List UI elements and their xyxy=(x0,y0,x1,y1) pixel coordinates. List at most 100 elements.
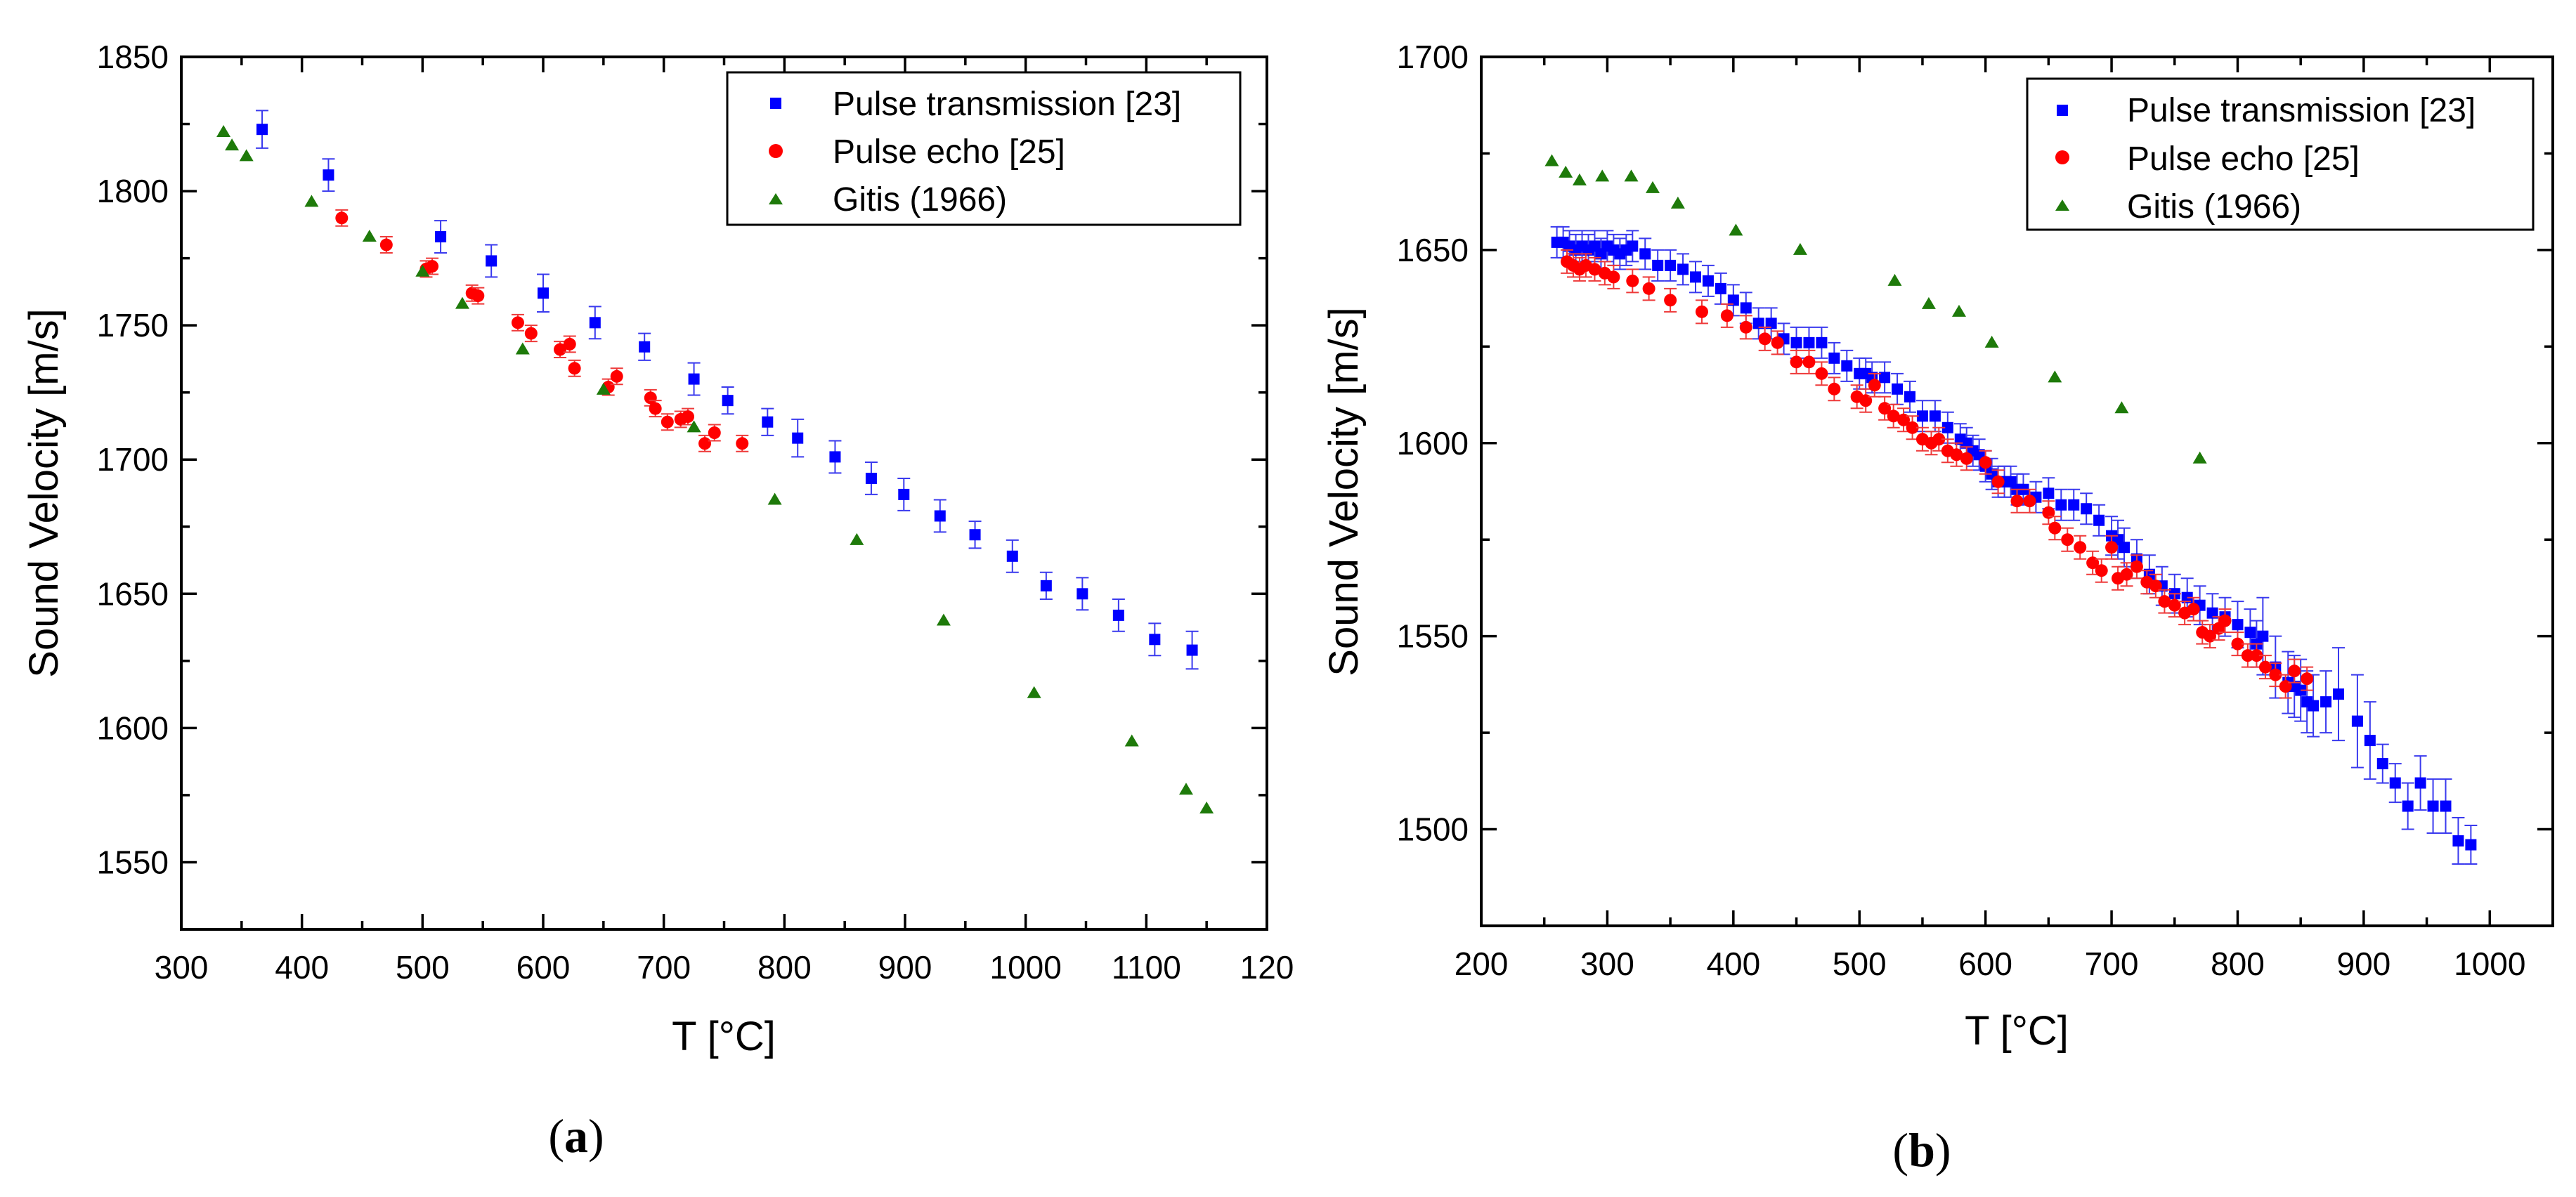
data-point-gitis-1966 xyxy=(850,532,864,545)
data-point-gitis-1966 xyxy=(1595,169,1610,182)
data-point-pulse-transmission-23 xyxy=(1916,410,1928,422)
data-point-pulse-echo-25 xyxy=(2158,595,2171,608)
plot-frame xyxy=(180,55,1268,931)
data-point-pulse-echo-25 xyxy=(2288,665,2301,678)
data-point-pulse-transmission-23 xyxy=(538,287,549,299)
data-point-gitis-1966 xyxy=(767,492,782,505)
data-point-pulse-echo-25 xyxy=(1906,421,1919,434)
data-point-pulse-transmission-23 xyxy=(1665,259,1677,271)
legend-label-pulse-echo: Pulse echo [25] xyxy=(2127,140,2360,178)
y-tick-label: 1750 xyxy=(97,307,169,344)
data-point-gitis-1966 xyxy=(1178,783,1193,795)
y-tick-labels: 1550 1600 1650 1700 1750 1800 1850 xyxy=(97,39,169,880)
data-point-pulse-transmission-23 xyxy=(1941,421,1953,433)
data-point-pulse-transmission-23 xyxy=(934,510,946,522)
legend-marker-gitis xyxy=(769,193,783,204)
data-point-gitis-1966 xyxy=(596,382,611,395)
data-point-pulse-echo-25 xyxy=(426,260,439,273)
data-point-pulse-transmission-23 xyxy=(1752,318,1764,329)
data-point-pulse-echo-25 xyxy=(1979,456,1992,469)
legend-label-gitis: Gitis (1966) xyxy=(833,181,1007,218)
data-point-gitis-1966 xyxy=(1951,304,1966,317)
data-point-pulse-echo-25 xyxy=(524,327,538,340)
data-point-gitis-1966 xyxy=(216,125,231,138)
data-point-pulse-transmission-23 xyxy=(2333,688,2344,700)
data-point-gitis-1966 xyxy=(1670,196,1685,209)
y-tick-labels: 1500 1550 1600 1650 1700 xyxy=(1397,39,1469,848)
data-point-gitis-1966 xyxy=(304,195,319,207)
data-point-pulse-transmission-23 xyxy=(688,373,700,385)
data-point-pulse-transmission-23 xyxy=(1790,336,1802,348)
data-point-gitis-1966 xyxy=(455,296,469,309)
data-point-pulse-echo-25 xyxy=(1887,410,1900,423)
y-tick-label: 1600 xyxy=(97,709,169,746)
data-point-pulse-echo-25 xyxy=(1960,452,1973,465)
y-tick-label: 1700 xyxy=(1397,39,1469,75)
data-point-gitis-1966 xyxy=(1984,335,1999,348)
data-point-pulse-echo-25 xyxy=(2105,541,2119,554)
data-point-pulse-transmission-23 xyxy=(1765,318,1777,329)
data-point-pulse-echo-25 xyxy=(2231,637,2244,650)
data-point-pulse-echo-25 xyxy=(2120,568,2133,581)
data-point-gitis-1966 xyxy=(415,264,430,277)
data-point-pulse-transmission-23 xyxy=(2043,488,2055,499)
data-point-pulse-transmission-23 xyxy=(1816,336,1828,348)
data-point-pulse-transmission-23 xyxy=(486,255,497,267)
panel-letter-b: b xyxy=(1908,1123,1935,1177)
data-point-pulse-echo-25 xyxy=(1664,294,1677,307)
chart-panel-b: 200 300 400 500 600 700 800 900 1000 1500 1550 160… xyxy=(1321,39,2554,1177)
data-point-pulse-transmission-23 xyxy=(639,341,651,353)
data-point-pulse-transmission-23 xyxy=(1715,282,1726,294)
data-point-pulse-echo-25 xyxy=(2023,495,2036,508)
x-axis-label: T [°C] xyxy=(672,1014,776,1059)
plot-area xyxy=(1544,154,2478,865)
data-point-pulse-transmission-23 xyxy=(1929,410,1941,422)
legend-marker-pulse-echo xyxy=(2055,150,2069,164)
data-point-pulse-echo-25 xyxy=(1991,475,2005,488)
legend-marker-pulse-transmission xyxy=(770,98,781,109)
data-point-pulse-echo-25 xyxy=(2269,668,2282,681)
data-point-gitis-1966 xyxy=(362,230,377,242)
chart-panel-a: 300 400 500 600 700 800 900 1000 1100 120 1550 160… xyxy=(21,39,1294,1163)
y-tick-label: 1550 xyxy=(97,844,169,880)
data-point-pulse-transmission-23 xyxy=(2257,630,2269,642)
data-point-pulse-transmission-23 xyxy=(1690,271,1701,283)
y-tick-label: 1800 xyxy=(97,173,169,209)
data-point-gitis-1966 xyxy=(687,420,701,433)
data-point-pulse-echo-25 xyxy=(471,289,485,303)
data-point-pulse-transmission-23 xyxy=(2206,607,2218,619)
data-point-pulse-echo-25 xyxy=(2130,560,2143,573)
data-point-pulse-echo-25 xyxy=(2074,541,2087,554)
y-tick-label: 1650 xyxy=(1397,232,1469,268)
data-point-pulse-echo-25 xyxy=(610,369,623,383)
data-point-gitis-1966 xyxy=(1887,273,1902,286)
data-point-pulse-echo-25 xyxy=(1758,332,1771,346)
data-point-pulse-echo-25 xyxy=(2010,495,2024,508)
data-point-pulse-transmission-23 xyxy=(1652,259,1664,271)
data-point-pulse-transmission-23 xyxy=(2465,839,2477,851)
data-point-pulse-transmission-23 xyxy=(1186,644,1198,656)
data-point-pulse-echo-25 xyxy=(563,337,576,351)
y-tick-label: 1500 xyxy=(1397,811,1469,848)
data-point-pulse-echo-25 xyxy=(1932,433,1946,446)
data-point-pulse-transmission-23 xyxy=(2244,627,2256,639)
data-point-pulse-transmission-23 xyxy=(2427,800,2439,812)
data-point-pulse-echo-25 xyxy=(1828,382,1841,395)
data-point-pulse-echo-25 xyxy=(1790,355,1803,369)
data-point-pulse-transmission-23 xyxy=(1702,275,1714,287)
data-point-pulse-echo-25 xyxy=(1868,379,1881,392)
data-point-pulse-echo-25 xyxy=(649,402,662,415)
data-point-gitis-1966 xyxy=(1793,242,1807,255)
data-point-pulse-transmission-23 xyxy=(792,432,804,444)
y-tick-label: 1550 xyxy=(1397,618,1469,655)
data-point-pulse-transmission-23 xyxy=(2389,777,2401,789)
data-point-pulse-echo-25 xyxy=(554,343,567,356)
data-point-pulse-echo-25 xyxy=(2250,649,2263,662)
data-point-pulse-transmission-23 xyxy=(2093,514,2105,526)
data-point-gitis-1966 xyxy=(1729,223,1743,236)
data-point-pulse-transmission-23 xyxy=(762,416,774,428)
data-point-pulse-echo-25 xyxy=(2187,603,2200,616)
x-tick-label: 900 xyxy=(2337,946,2391,982)
data-point-pulse-transmission-23 xyxy=(1740,302,1752,314)
data-point-pulse-transmission-23 xyxy=(1803,336,1815,348)
